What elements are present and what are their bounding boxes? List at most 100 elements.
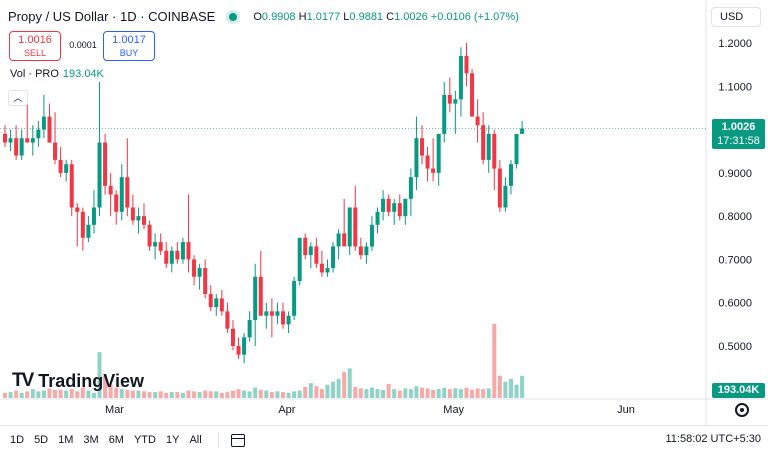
volume-bar	[91, 392, 96, 398]
last-price-tag: 1.0026 17:31:58	[712, 119, 765, 149]
volume-bar	[292, 391, 297, 398]
candle-body	[514, 133, 519, 165]
candle-body	[225, 311, 230, 329]
volume-bar	[208, 391, 213, 398]
volume-bar	[303, 386, 308, 398]
timeframe-1d[interactable]: 1D	[10, 434, 25, 446]
volume-bar	[453, 388, 458, 398]
volume-bar	[30, 389, 35, 398]
volume-bar	[514, 384, 519, 398]
candle-body	[80, 211, 85, 238]
clock[interactable]: 11:58:02 UTC+5:30	[665, 433, 762, 445]
candle-body	[314, 246, 319, 264]
candle-body	[264, 311, 269, 316]
volume-bar	[264, 390, 269, 398]
candle-body	[203, 268, 208, 295]
volume-tag: 193.04K	[712, 383, 765, 398]
x-tick-label: Jun	[617, 404, 635, 416]
symbol-title[interactable]: Propy / US Dollar · 1D · COINBASE	[8, 9, 216, 24]
candle-body	[364, 246, 369, 256]
low-value: 0.9881	[349, 10, 384, 23]
candle-body	[142, 216, 146, 225]
timeframe-6m[interactable]: 6M	[108, 434, 124, 446]
candle-body	[230, 328, 235, 346]
high-value: 1.0177	[306, 10, 341, 23]
volume-bar	[508, 378, 513, 398]
candle-body	[403, 198, 408, 217]
y-tick-label: 0.7000	[718, 254, 752, 266]
candle-body	[497, 168, 502, 208]
candle-body	[3, 133, 7, 143]
candle-body	[19, 138, 24, 156]
volume-bar	[308, 383, 313, 398]
chevron-up-icon: ︿	[13, 93, 23, 103]
candle-body	[75, 207, 80, 212]
timeframe-3m[interactable]: 3M	[83, 434, 99, 446]
currency-selector[interactable]: USD	[711, 7, 761, 27]
volume-bar	[192, 391, 197, 398]
tradingview-watermark[interactable]: TV TradingView	[12, 370, 144, 392]
volume-bar	[386, 383, 391, 398]
candle-body	[436, 133, 441, 173]
last-price: 1.0026	[721, 121, 756, 133]
candle-body	[242, 337, 247, 355]
candle-body	[431, 168, 436, 173]
volume-bar	[392, 389, 397, 398]
candle-body	[197, 268, 202, 277]
volume-bar	[486, 388, 491, 398]
volume-bar	[319, 389, 324, 398]
candle-body	[386, 198, 391, 212]
sell-price: 1.0016	[18, 34, 52, 46]
buy-button[interactable]: 1.0017 BUY	[103, 31, 155, 61]
candle-body	[397, 203, 402, 217]
timeframe-1y[interactable]: 1Y	[165, 434, 180, 446]
timeframe-1m[interactable]: 1M	[58, 434, 74, 446]
volume-bar	[225, 392, 230, 398]
volume-bar	[58, 389, 63, 398]
candle-body	[14, 138, 19, 156]
timeframe-5d[interactable]: 5D	[34, 434, 49, 446]
candle-body	[125, 177, 130, 208]
candle-body	[381, 198, 386, 212]
timeframe-ytd[interactable]: YTD	[133, 434, 156, 446]
volume-bar	[403, 388, 408, 398]
volume-bar	[164, 392, 169, 398]
market-status-icon	[229, 12, 238, 21]
candle-body	[253, 276, 258, 321]
volume-bar	[147, 392, 152, 398]
candle-body	[214, 298, 219, 308]
volume-bar	[119, 389, 124, 398]
volume-bar	[41, 390, 46, 398]
volume-legend[interactable]: Vol · PRO 193.04K	[10, 68, 104, 80]
sell-button[interactable]: 1.0016 SELL	[9, 31, 61, 61]
candle-body	[358, 246, 363, 256]
volume-label: Vol · PRO	[10, 68, 59, 80]
settings-icon[interactable]	[735, 403, 749, 417]
open-label: O	[253, 10, 262, 23]
volume-bar	[103, 375, 108, 398]
candle-body	[236, 346, 241, 355]
candle-body	[286, 315, 291, 325]
calendar-icon[interactable]	[230, 433, 245, 447]
volume-bar	[36, 391, 41, 398]
candle-body	[303, 237, 308, 256]
candle-body	[86, 224, 91, 238]
y-tick-label: 1.1000	[718, 81, 752, 93]
candle-body	[281, 311, 285, 325]
volume-bar	[180, 392, 185, 398]
candle-body	[147, 224, 152, 247]
volume-bar	[247, 391, 252, 398]
candle-body	[64, 164, 69, 173]
timeframe-all[interactable]: All	[189, 434, 202, 446]
candle-body	[258, 276, 263, 316]
volume-bar	[503, 381, 508, 398]
volume-bar	[281, 392, 285, 398]
watermark-text: TradingView	[38, 370, 144, 391]
x-tick-label: Apr	[278, 404, 295, 416]
collapse-legend-button[interactable]: ︿	[8, 90, 28, 106]
candle-body	[114, 194, 119, 212]
y-tick-label: 0.5000	[718, 341, 752, 353]
volume-bar	[464, 387, 469, 398]
volume-bar	[86, 390, 91, 398]
